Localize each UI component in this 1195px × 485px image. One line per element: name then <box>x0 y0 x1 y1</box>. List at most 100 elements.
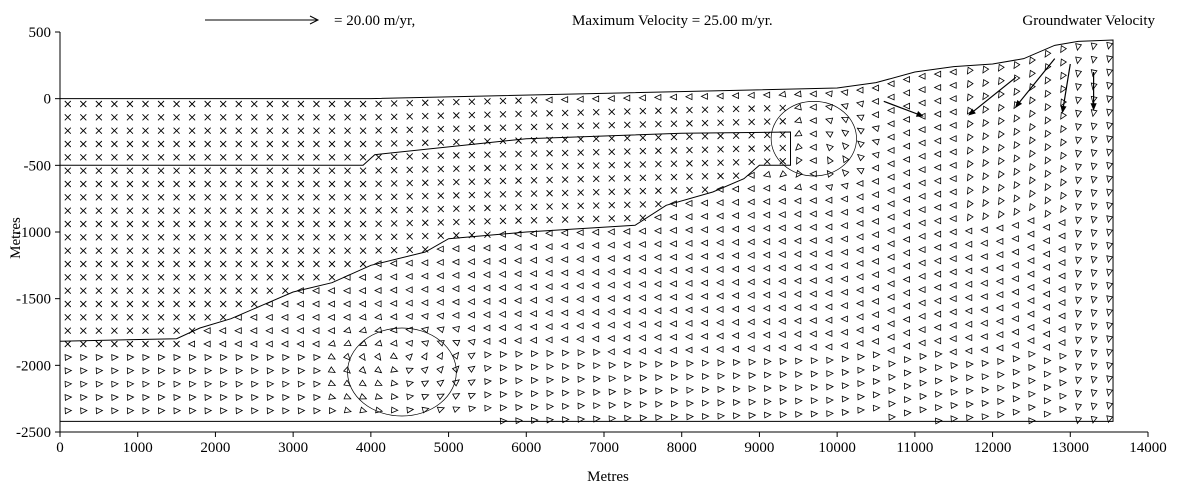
stagnant-node-marker <box>701 133 709 140</box>
stagnant-node-marker <box>499 177 507 185</box>
stagnant-node-marker <box>64 207 72 214</box>
velocity-arrow <box>576 95 584 103</box>
velocity-arrow <box>1011 275 1019 283</box>
stagnant-node-marker <box>142 340 149 348</box>
velocity-arrow <box>622 254 631 262</box>
velocity-arrow <box>886 200 895 208</box>
velocity-arrow <box>1042 277 1050 285</box>
x-tick-label: 9000 <box>744 440 774 456</box>
velocity-arrow <box>998 197 1005 206</box>
velocity-arrow <box>1090 42 1098 51</box>
velocity-arrow <box>624 414 632 422</box>
stagnant-node-marker <box>219 247 227 254</box>
stagnant-node-marker <box>655 200 662 208</box>
velocity-arrow <box>420 272 429 280</box>
stagnant-node-marker <box>64 127 72 134</box>
stagnant-node-marker <box>748 105 755 112</box>
velocity-arrow <box>653 347 662 355</box>
stagnant-node-marker <box>250 234 258 241</box>
velocity-arrow <box>762 331 771 339</box>
recharge-arrow <box>1061 63 1071 113</box>
velocity-arrow <box>639 374 648 382</box>
stagnant-node-marker <box>157 154 165 161</box>
velocity-arrow <box>762 251 771 259</box>
velocity-arrow <box>529 283 537 291</box>
velocity-arrow <box>793 317 802 325</box>
velocity-arrow <box>778 237 786 245</box>
velocity-arrow <box>701 412 710 421</box>
velocity-arrow <box>824 329 833 338</box>
stagnant-node-marker <box>453 112 460 119</box>
stagnant-node-marker <box>157 114 165 121</box>
velocity-arrow <box>684 199 693 207</box>
velocity-arrow <box>576 335 584 343</box>
velocity-arrow <box>313 380 322 388</box>
stagnant-node-marker <box>142 194 149 201</box>
velocity-arrow <box>964 280 973 288</box>
velocity-arrow <box>296 340 304 348</box>
velocity-arrow <box>933 110 942 118</box>
stagnant-node-marker <box>530 123 538 131</box>
stagnant-node-marker <box>421 232 429 240</box>
velocity-arrow <box>764 371 772 379</box>
velocity-arrow <box>342 352 351 361</box>
stagnant-node-marker <box>421 219 429 227</box>
velocity-arrow <box>886 93 895 101</box>
velocity-arrow <box>218 340 227 348</box>
velocity-arrow <box>902 222 910 230</box>
velocity-arrow <box>358 352 366 362</box>
velocity-arrow <box>374 392 384 400</box>
velocity-arrow <box>949 148 957 156</box>
velocity-arrow <box>747 238 755 246</box>
velocity-arrow <box>591 295 600 303</box>
velocity-arrow <box>1075 389 1083 398</box>
velocity-arrow <box>607 308 615 316</box>
velocity-arrow <box>374 352 382 361</box>
stagnant-node-marker <box>219 260 227 268</box>
velocity-arrow <box>591 255 600 263</box>
velocity-arrow <box>809 330 817 338</box>
velocity-arrow <box>825 117 834 125</box>
stagnant-node-marker <box>577 175 585 183</box>
velocity-arrow <box>467 352 476 360</box>
velocity-arrow <box>311 300 320 308</box>
velocity-arrow <box>669 226 677 234</box>
velocity-arrow <box>857 353 866 361</box>
stagnant-node-marker <box>453 152 460 159</box>
velocity-arrow <box>266 353 275 361</box>
velocity-arrow <box>669 240 677 248</box>
velocity-arrow <box>871 257 879 265</box>
velocity-arrow <box>902 209 910 217</box>
stagnant-node-marker <box>437 99 445 106</box>
velocity-arrow <box>918 179 926 187</box>
stagnant-node-marker <box>390 100 398 107</box>
velocity-arrow <box>1075 296 1083 305</box>
velocity-arrow <box>251 353 259 361</box>
velocity-arrow <box>513 283 522 291</box>
stagnant-node-marker <box>359 234 367 241</box>
stagnant-node-marker <box>266 274 274 281</box>
velocity-arrow <box>981 359 990 367</box>
velocity-arrow <box>653 213 662 221</box>
stagnant-node-marker <box>453 192 460 199</box>
stagnant-node-marker <box>406 233 414 240</box>
stagnant-node-marker <box>515 190 522 198</box>
stagnant-node-marker <box>64 140 72 148</box>
velocity-arrow <box>638 334 646 342</box>
velocity-arrow <box>1106 188 1114 197</box>
velocity-arrow <box>655 374 663 382</box>
stagnant-node-marker <box>95 260 103 268</box>
x-tick-label: 5000 <box>434 440 464 456</box>
x-tick-label: 12000 <box>974 440 1012 456</box>
stagnant-node-marker <box>313 247 320 254</box>
stagnant-node-marker <box>297 274 305 281</box>
velocity-arrow <box>280 300 289 308</box>
velocity-arrow <box>499 377 508 385</box>
velocity-arrow <box>1075 403 1083 412</box>
velocity-arrow <box>251 367 259 375</box>
stagnant-node-marker <box>717 132 724 140</box>
recharge-arrow <box>1015 58 1056 108</box>
velocity-arrow <box>949 255 957 263</box>
velocity-arrow <box>1012 381 1021 389</box>
stagnant-node-marker <box>126 300 134 308</box>
